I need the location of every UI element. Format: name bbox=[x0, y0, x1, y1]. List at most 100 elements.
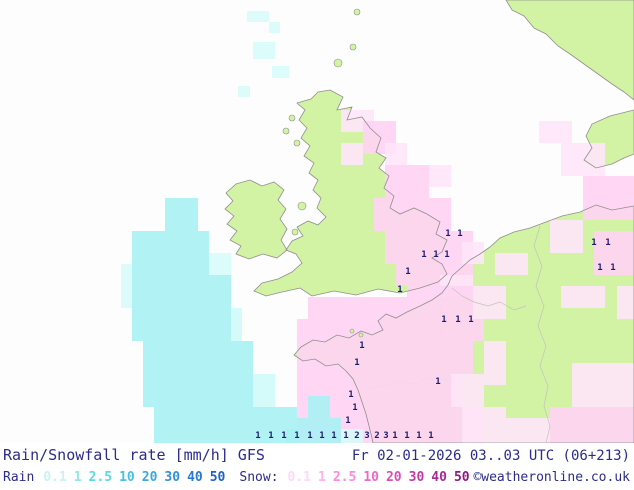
precip-cell-rain bbox=[286, 429, 297, 443]
legend-step: 20 bbox=[385, 470, 402, 485]
precip-cell-snow bbox=[407, 286, 473, 297]
product-title: Rain/Snowfall rate [mm/h] GFS bbox=[3, 446, 265, 464]
precip-cell-rain bbox=[297, 418, 341, 443]
precip-cell-snow-light bbox=[429, 165, 451, 187]
precip-cell-snow-light bbox=[495, 253, 528, 275]
legend-step: 0.1 bbox=[287, 470, 312, 485]
country-border bbox=[451, 287, 527, 311]
copyright-link[interactable]: ©weatheronline.co.uk bbox=[473, 470, 630, 485]
precip-value-mark: 1 bbox=[605, 238, 610, 248]
precip-cell-rain-light bbox=[121, 264, 132, 308]
legend-step: 10 bbox=[119, 470, 135, 485]
small-island bbox=[297, 201, 307, 211]
coastline-scandinavia bbox=[505, 0, 634, 101]
precip-value-mark: 1 bbox=[457, 229, 462, 239]
precip-value-mark: 1 bbox=[307, 431, 312, 441]
precip-value-mark: 1 bbox=[445, 229, 450, 239]
precip-cell-snow bbox=[594, 231, 634, 275]
land-scandinavia bbox=[506, 0, 634, 100]
precip-value-mark: 1 bbox=[359, 341, 364, 351]
precip-cell-rain bbox=[165, 198, 198, 231]
precip-cell-snow-light bbox=[385, 143, 407, 165]
precip-cell-snow bbox=[297, 319, 484, 341]
legend-title-row: Rain/Snowfall rate [mm/h] GFS Fr 02-01-2… bbox=[3, 444, 630, 467]
precip-cell-snow bbox=[308, 297, 473, 319]
precip-value-mark: 1 bbox=[404, 431, 409, 441]
precip-cell-rain bbox=[154, 407, 297, 443]
precip-cell-rain bbox=[132, 231, 209, 275]
precip-value-mark: 1 bbox=[348, 390, 353, 400]
legend-step: 2.5 bbox=[88, 470, 113, 485]
precip-value-mark: 1 bbox=[428, 431, 433, 441]
precip-value-mark: 1 bbox=[610, 263, 615, 273]
rain-scale-steps: 0.1 1 2.5 10 20 30 40 50 bbox=[36, 467, 225, 488]
precip-value-mark: 1 bbox=[435, 377, 440, 387]
precip-cell-rain-light bbox=[247, 11, 269, 22]
precip-value-mark: 1 bbox=[255, 431, 260, 441]
precip-cell-rain-light bbox=[341, 429, 363, 443]
small-island bbox=[353, 8, 361, 16]
precip-cell-rain-light bbox=[272, 66, 289, 78]
precip-value-mark: 3 bbox=[383, 431, 388, 441]
small-island bbox=[293, 139, 301, 147]
snow-scale-label: Snow: bbox=[239, 470, 279, 485]
legend-step: 30 bbox=[164, 470, 181, 485]
precip-cell-rain bbox=[143, 341, 253, 374]
precip-cell-rain bbox=[308, 396, 330, 418]
coastline-denmark bbox=[583, 109, 634, 169]
precip-cell-snow-light bbox=[341, 143, 363, 165]
legend-step: 1 bbox=[73, 470, 82, 485]
legend-step: 30 bbox=[408, 470, 425, 485]
precip-value-mark: 1 bbox=[468, 315, 473, 325]
precip-cell-snow bbox=[385, 165, 429, 198]
precip-cell-snow bbox=[374, 198, 451, 231]
precip-cell-rain bbox=[132, 308, 242, 341]
precip-cell-snow bbox=[583, 176, 634, 220]
precip-cell-snow bbox=[297, 341, 473, 374]
small-island bbox=[291, 228, 299, 236]
precip-value-mark: 1 bbox=[421, 250, 426, 260]
precip-cell-snow-light bbox=[572, 363, 634, 407]
legend-step: 50 bbox=[453, 470, 470, 485]
precip-cell-snow-light bbox=[561, 143, 605, 176]
precip-cell-snow-light bbox=[462, 407, 506, 443]
precip-value-mark: 3 bbox=[364, 431, 369, 441]
small-island bbox=[288, 114, 296, 122]
precip-value-mark: 1 bbox=[319, 431, 324, 441]
small-island bbox=[349, 43, 357, 51]
valid-datetime: Fr 02-01-2026 03..03 UTC (06+213) bbox=[351, 448, 630, 464]
precip-cell-snow-light bbox=[539, 121, 572, 143]
precip-cell-rain-light bbox=[209, 253, 231, 275]
precip-value-mark: 1 bbox=[405, 267, 410, 277]
precip-value-mark: 1 bbox=[392, 431, 397, 441]
precip-value-mark: 1 bbox=[343, 431, 348, 441]
precip-value-mark: 1 bbox=[441, 315, 446, 325]
precip-cell-rain-light bbox=[253, 374, 275, 407]
precip-cell-rain-light bbox=[269, 22, 280, 33]
precip-cell-snow-light bbox=[506, 418, 550, 443]
legend-step: 10 bbox=[363, 470, 379, 485]
precip-value-mark: 1 bbox=[455, 315, 460, 325]
coastline-ireland bbox=[224, 179, 288, 260]
small-island bbox=[333, 58, 343, 68]
legend-bar: Rain/Snowfall rate [mm/h] GFS Fr 02-01-2… bbox=[0, 443, 634, 490]
precip-value-mark: 1 bbox=[354, 358, 359, 368]
precip-value-mark: 1 bbox=[416, 431, 421, 441]
precip-value-mark: 1 bbox=[597, 263, 602, 273]
precip-value-mark: 2 bbox=[374, 431, 379, 441]
precip-cell-rain bbox=[132, 275, 231, 308]
country-border bbox=[533, 225, 551, 443]
precip-cell-rain-light bbox=[253, 42, 275, 59]
precip-cell-snow-light bbox=[617, 286, 634, 319]
legend-scale-row: Rain 0.1 1 2.5 10 20 30 40 50 Snow: 0.1 1 2.5 10 20… bbox=[3, 467, 630, 488]
precip-cell-snow bbox=[385, 231, 473, 264]
legend-step: 50 bbox=[209, 470, 226, 485]
coastline-great-britain bbox=[253, 89, 448, 297]
precip-value-mark: 1 bbox=[331, 431, 336, 441]
precip-cell-snow-light bbox=[561, 286, 605, 308]
precip-value-mark: 1 bbox=[268, 431, 273, 441]
precip-value-mark: 1 bbox=[591, 238, 596, 248]
